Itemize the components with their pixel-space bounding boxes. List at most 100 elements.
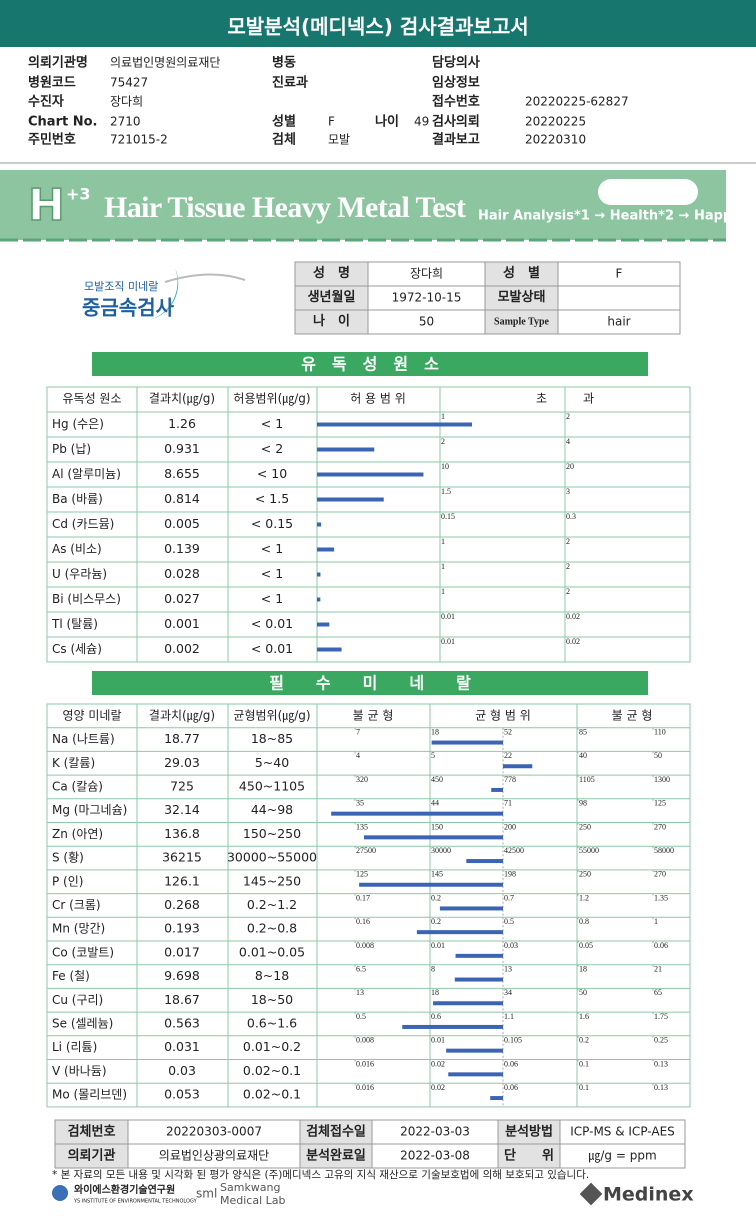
info-value: 49 — [414, 115, 429, 129]
patient-cell — [557, 285, 681, 311]
info-value: 20220303-0007 — [166, 1125, 262, 1139]
scale-label: 110 — [654, 728, 666, 737]
scale-label: 2 — [566, 412, 570, 421]
info-cell — [497, 1119, 561, 1145]
element-name: Tl (탈륨) — [51, 617, 98, 631]
range: 0.2~0.8 — [247, 921, 297, 936]
scale-label: 0.25 — [654, 1036, 668, 1045]
limit: < 0.01 — [251, 641, 293, 656]
info-label: 의뢰기관 — [68, 1148, 116, 1164]
info-value: 2022-03-08 — [400, 1149, 470, 1163]
table-frame — [46, 386, 691, 663]
banner-logo-sup: +3 — [66, 185, 91, 204]
scale-label: 778 — [504, 775, 516, 784]
element-name: U (우라늄) — [52, 567, 107, 581]
info-value: 20220225-62827 — [525, 95, 629, 109]
range: 5~40 — [255, 755, 289, 770]
info-label: 분석완료일 — [306, 1149, 366, 1164]
result: 725 — [170, 778, 194, 793]
limit: < 0.01 — [251, 616, 293, 631]
limit: < 1.5 — [255, 491, 289, 506]
result: 18.67 — [164, 992, 200, 1007]
scale-label: 0.06 — [654, 941, 668, 950]
result: 8.655 — [164, 466, 200, 481]
scale-label: 1300 — [654, 775, 670, 784]
info-value: ICP-MS & ICP-AES — [570, 1125, 675, 1139]
scale-label: 1.2 — [579, 893, 589, 902]
result-bar — [448, 1072, 503, 1077]
limit: < 1 — [261, 541, 283, 556]
scale-label: 35 — [356, 799, 364, 808]
element-name: Al (알루미늄) — [52, 467, 121, 481]
element-name: As (비소) — [52, 542, 102, 556]
scale-label: 125 — [356, 870, 368, 879]
limit: < 2 — [261, 441, 283, 456]
range: 0.02~0.1 — [243, 1063, 301, 1078]
element-name: Mn (망간) — [52, 922, 105, 936]
info-cell — [127, 1143, 301, 1169]
result: 29.03 — [164, 755, 200, 770]
patient-cell — [557, 309, 681, 335]
scale-label: 270 — [654, 822, 666, 831]
banner-logo: H — [28, 180, 65, 231]
scale-label: 0.15 — [441, 512, 455, 521]
column-header: 결과치(㎍/g) — [149, 709, 215, 723]
scale-label: 18 — [579, 965, 587, 974]
medical-lab: Medical Lab — [220, 1194, 286, 1207]
scale-label: 13 — [504, 965, 512, 974]
logo-big: 중금속검사 — [82, 296, 175, 320]
range: 150~250 — [243, 826, 301, 841]
result: 0.053 — [164, 1087, 200, 1102]
column-header: 불 균 형 — [353, 709, 394, 723]
result-bar — [317, 422, 472, 427]
scale-label: 0.06 — [504, 1059, 518, 1068]
column-header: 영양 미네랄 — [62, 709, 121, 723]
element-name: Mo (몰리브덴) — [52, 1088, 127, 1102]
scale-label: 0.016 — [356, 1083, 374, 1092]
scale-label: 65 — [654, 988, 662, 997]
range: 0.02~0.1 — [243, 1087, 301, 1102]
element-name: Bi (비스무스) — [52, 592, 121, 606]
result: 1.26 — [168, 416, 196, 431]
result: 0.03 — [168, 1063, 196, 1078]
scale-label: 3 — [566, 487, 570, 496]
range: 18~50 — [251, 992, 293, 1007]
banner-title: Hair Tissue Heavy Metal Test — [104, 191, 466, 224]
scale-label: 0.02 — [566, 637, 580, 646]
sml-mark: sml — [196, 1187, 217, 1201]
result-bar — [317, 522, 322, 527]
scale-label: 0.5 — [356, 1012, 366, 1021]
scale-label: 250 — [579, 870, 591, 879]
scale-label: 55000 — [579, 846, 599, 855]
info-value: 모발 — [328, 133, 350, 147]
scale-label: 4 — [356, 751, 360, 760]
info-value: ㎍/g = ppm — [588, 1149, 656, 1163]
limit: < 1 — [261, 416, 283, 431]
patient-label: 생년월일 — [308, 289, 356, 304]
range: 8~18 — [255, 968, 289, 983]
element-name: Cu (구리) — [52, 993, 103, 1007]
element-name: Pb (납) — [52, 442, 91, 456]
result: 126.1 — [164, 873, 200, 888]
result-bar — [364, 835, 503, 840]
scale-label: 4 — [566, 437, 570, 446]
scale-label: 0.1 — [579, 1083, 589, 1092]
scale-label: 198 — [504, 870, 516, 879]
patient-cell — [367, 285, 486, 311]
info-label: 검사의뢰 — [432, 114, 480, 130]
result-bar — [439, 906, 503, 911]
range: 30000~55000 — [227, 850, 317, 865]
table-frame — [46, 703, 691, 1108]
patient-value: hair — [607, 315, 630, 329]
scale-label: 200 — [504, 822, 516, 831]
element-name: Ba (바륨) — [52, 492, 103, 506]
range: 44~98 — [251, 802, 293, 817]
result: 0.563 — [164, 1015, 200, 1030]
scale-label: 8 — [431, 965, 435, 974]
scale-label: 0.5 — [504, 917, 514, 926]
patient-cell — [294, 309, 369, 335]
banner-box — [598, 179, 698, 205]
patient-value: F — [616, 267, 623, 281]
info-cell — [371, 1143, 499, 1169]
result: 0.005 — [164, 516, 200, 531]
